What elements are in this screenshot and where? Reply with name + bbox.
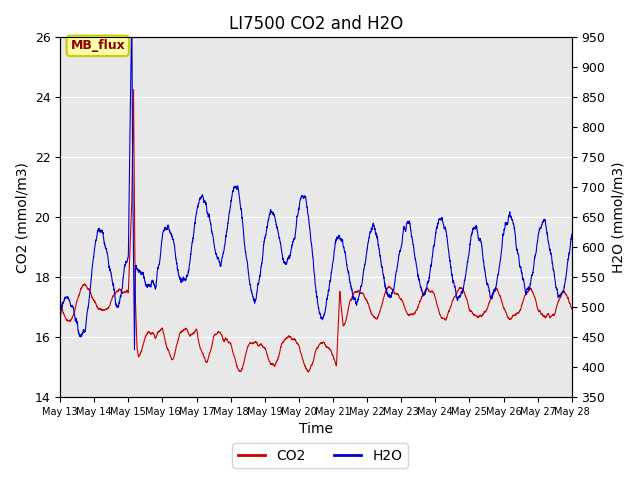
H2O [366,231,374,237]
H2O [56,313,64,319]
CO2 [199,351,207,357]
CO2 [366,306,374,312]
CO2 [375,312,383,318]
H2O [200,196,207,202]
X-axis label: Time: Time [299,422,333,436]
Line: H2O: H2O [60,9,572,350]
CO2 [520,297,527,303]
H2O [375,244,383,250]
H2O [166,229,174,235]
H2O [131,347,138,353]
Line: CO2: CO2 [60,89,572,372]
Text: MB_flux: MB_flux [70,39,125,52]
Title: LI7500 CO2 and H2O: LI7500 CO2 and H2O [229,15,403,33]
CO2 [166,352,173,358]
CO2 [56,297,64,303]
H2O [520,276,527,282]
H2O [128,6,136,12]
CO2 [130,86,138,92]
Legend: CO2, H2O: CO2, H2O [232,443,408,468]
H2O [568,231,575,237]
H2O [568,232,575,238]
Y-axis label: H2O (mmol/m3): H2O (mmol/m3) [611,161,625,273]
CO2 [568,305,575,311]
CO2 [305,369,312,375]
Y-axis label: CO2 (mmol/m3): CO2 (mmol/m3) [15,162,29,273]
CO2 [568,306,575,312]
